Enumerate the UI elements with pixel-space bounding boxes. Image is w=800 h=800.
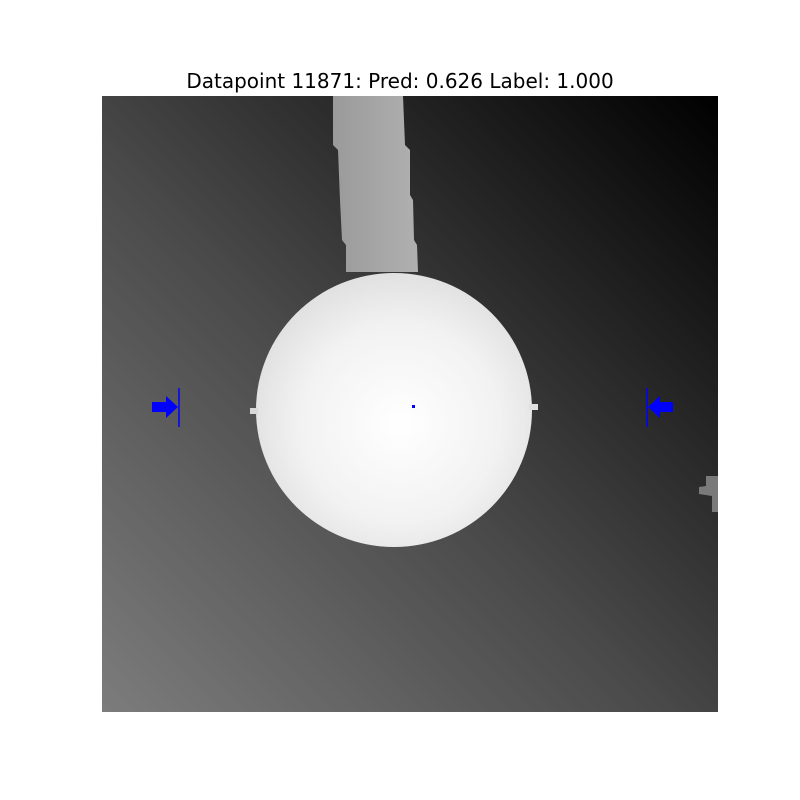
arrow-left-icon (648, 396, 673, 418)
sphere-edge-nub-left (250, 408, 258, 414)
sphere-edge-nub (529, 404, 538, 410)
rod-object (333, 96, 418, 272)
grasp-center-dot (412, 405, 415, 408)
sphere-object (256, 273, 532, 547)
figure-title: Datapoint 11871: Pred: 0.626 Label: 1.00… (186, 69, 614, 93)
arrow-right-icon (152, 396, 178, 418)
edge-fragment (699, 476, 718, 512)
left-grasp-marker (152, 388, 180, 427)
right-grasp-marker (646, 388, 673, 427)
